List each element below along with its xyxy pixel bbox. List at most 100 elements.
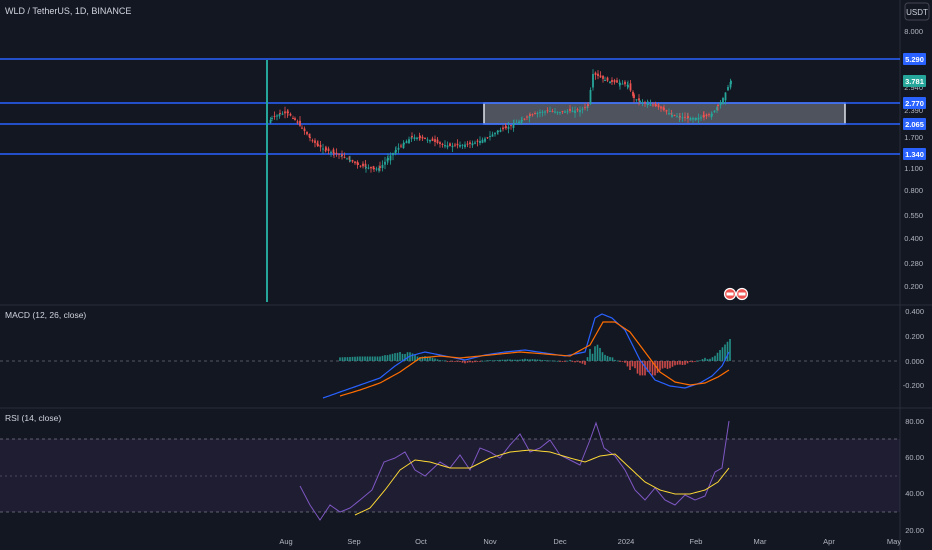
candle-body	[489, 136, 491, 137]
candle-body	[354, 161, 356, 164]
macd-histogram-bar	[556, 360, 559, 362]
currency-button[interactable]: USDT	[904, 2, 930, 21]
candle-body	[306, 131, 308, 135]
macd-histogram-bar	[701, 359, 704, 361]
macd-histogram-bar	[554, 360, 556, 362]
macd-histogram-bar	[459, 361, 461, 362]
macd-histogram-bar	[726, 341, 729, 361]
price-label-text: 3.781	[905, 77, 924, 86]
price-pane[interactable]: WLD / TetherUS, 1D, BINANCE USDT	[0, 2, 930, 302]
candle-body	[671, 115, 673, 117]
price-tick-label: 1.100	[904, 164, 923, 173]
last-price-label[interactable]: 3.781	[903, 75, 926, 87]
time-axis-label: Mar	[754, 537, 767, 546]
candle-body	[513, 124, 515, 125]
candle-body	[594, 72, 597, 75]
time-axis[interactable]: Aug Sep Oct Nov Dec 2024 Feb Mar Apr May	[279, 537, 901, 546]
candle-body	[436, 139, 439, 143]
candle-body	[649, 104, 652, 106]
macd-histogram-bar	[619, 361, 621, 362]
price-tick-label: 0.400	[904, 234, 923, 243]
macd-histogram-bar	[659, 361, 661, 371]
candle-body	[419, 135, 421, 138]
price-axis[interactable]: 8.000 2.940 2.390 1.700 1.100 0.800 0.550 0.400…	[903, 27, 926, 291]
candle-body	[587, 104, 589, 106]
level-price-label[interactable]: 5.290	[903, 53, 926, 65]
macd-histogram-bar	[436, 359, 439, 361]
macd-histogram-bar	[624, 361, 626, 363]
macd-histogram-bar	[354, 356, 356, 361]
candle-body	[351, 159, 354, 162]
candle-body	[599, 75, 602, 78]
macd-histogram-bar	[536, 359, 539, 361]
candle-body	[523, 118, 526, 120]
candle-body	[273, 115, 276, 117]
candle-body	[619, 83, 621, 86]
macd-histogram-bar	[431, 357, 434, 361]
macd-histogram-bar	[424, 356, 426, 361]
macd-histogram-bar	[359, 356, 361, 361]
macd-histogram-bar	[474, 361, 476, 363]
macd-title[interactable]: MACD (12, 26, close)	[5, 310, 86, 320]
price-label-badge	[903, 97, 926, 109]
macd-tick-label: 0.200	[905, 332, 924, 341]
candle-body	[546, 110, 549, 112]
rsi-tick-label: 40.00	[905, 489, 924, 498]
macd-histogram-bar	[499, 359, 501, 361]
candle-body	[526, 116, 528, 118]
rsi-band	[0, 439, 900, 512]
candle-body	[687, 115, 689, 118]
time-axis-label: Apr	[823, 537, 835, 546]
candle-body	[569, 108, 571, 111]
event-flag-icons[interactable]	[723, 287, 749, 301]
candle-body	[403, 143, 405, 145]
macd-pane[interactable]: MACD (12, 26, close)	[0, 310, 900, 399]
rsi-title[interactable]: RSI (14, close)	[5, 413, 61, 423]
rsi-tick-label: 20.00	[905, 526, 924, 535]
candle-body	[303, 128, 306, 132]
candle-body	[679, 116, 681, 118]
candle-body	[497, 131, 499, 132]
candle-body	[372, 166, 375, 169]
candle-body	[439, 142, 441, 144]
candle-body	[692, 118, 694, 120]
rsi-axis[interactable]: 80.00 60.00 40.00 20.00	[905, 417, 924, 535]
candle-body	[722, 98, 724, 104]
candle-body	[333, 152, 335, 154]
macd-histogram-bar	[721, 347, 724, 361]
macd-tick-label: -0.200	[903, 381, 924, 390]
macd-histogram-bar	[634, 361, 636, 369]
candle-body	[278, 114, 281, 117]
candle-body	[564, 111, 566, 113]
macd-histogram-bar	[681, 361, 684, 365]
candle-body	[325, 147, 327, 150]
level-price-label[interactable]: 2.065	[903, 118, 926, 130]
candle-body	[309, 136, 311, 138]
level-price-label[interactable]: 2.770	[903, 97, 926, 109]
candle-body	[713, 110, 716, 113]
macd-histogram-bar	[649, 361, 651, 372]
symbol-title[interactable]: WLD / TetherUS, 1D, BINANCE	[5, 6, 131, 16]
macd-histogram-bar	[339, 357, 341, 361]
macd-histogram-bar	[404, 353, 406, 361]
currency-button-label: USDT	[906, 8, 928, 17]
time-axis-label: Feb	[690, 537, 703, 546]
candle-body	[681, 117, 684, 119]
candle-body	[416, 137, 418, 139]
candle-body	[684, 116, 686, 118]
macd-histogram-bar	[344, 357, 346, 361]
macd-histogram-bar	[611, 357, 614, 361]
macd-histogram-bar	[576, 361, 579, 362]
rsi-tick-label: 80.00	[905, 417, 924, 426]
macd-histogram-bar	[451, 361, 454, 362]
macd-axis[interactable]: 0.400 0.200 0.000 -0.200	[903, 307, 924, 390]
candle-body	[287, 111, 289, 113]
macd-histogram-bar	[621, 361, 624, 362]
macd-histogram-bar	[441, 360, 444, 362]
price-label-text: 2.065	[905, 120, 924, 129]
rsi-pane[interactable]: RSI (14, close)	[0, 413, 900, 521]
macd-histogram-bar	[534, 359, 536, 361]
level-price-label[interactable]: 1.340	[903, 148, 926, 160]
price-tick-label: 0.800	[904, 186, 923, 195]
macd-histogram-bar	[466, 361, 469, 363]
